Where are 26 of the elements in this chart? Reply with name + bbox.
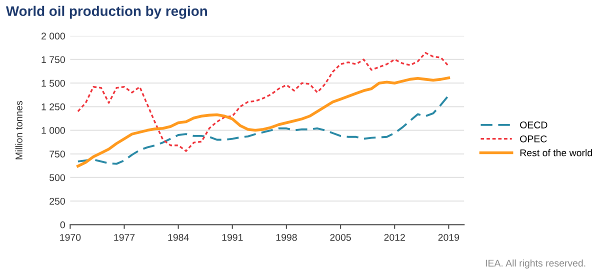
line-series bbox=[76, 76, 450, 168]
x-tick-label: 1970 bbox=[60, 234, 81, 241]
legend-label: OPEC bbox=[520, 135, 547, 142]
text: IEA. All rights reserved. bbox=[486, 259, 586, 269]
x-tick-label: 2019 bbox=[438, 234, 460, 241]
y-tick-label: 1 500 bbox=[42, 80, 65, 87]
x-tick-label: 1998 bbox=[276, 234, 297, 241]
x-tick-label: 2005 bbox=[330, 234, 351, 241]
legend-label: Rest of the world bbox=[520, 149, 592, 156]
y-axis-title: Million tonnes bbox=[15, 100, 22, 160]
y-tick-label: 0 bbox=[60, 221, 65, 228]
y-tick-label: 500 bbox=[50, 174, 65, 182]
x-tick-label: 2012 bbox=[384, 234, 405, 241]
line-series bbox=[76, 94, 450, 165]
line-series bbox=[77, 52, 450, 152]
chart-title: World oil production by region bbox=[6, 6, 207, 19]
y-tick-label: 1 750 bbox=[42, 56, 65, 64]
y-tick-label: 250 bbox=[50, 198, 65, 205]
x-tick-label: 1977 bbox=[114, 234, 135, 241]
legend-label: OECD bbox=[520, 122, 548, 128]
y-tick-label: 2 000 bbox=[42, 32, 65, 40]
x-tick-label: 1984 bbox=[168, 234, 189, 241]
y-tick-label: 1 250 bbox=[42, 103, 65, 110]
y-tick-label: 1 000 bbox=[42, 127, 65, 134]
y-tick-label: 750 bbox=[50, 150, 65, 158]
x-tick-label: 1991 bbox=[222, 234, 243, 241]
